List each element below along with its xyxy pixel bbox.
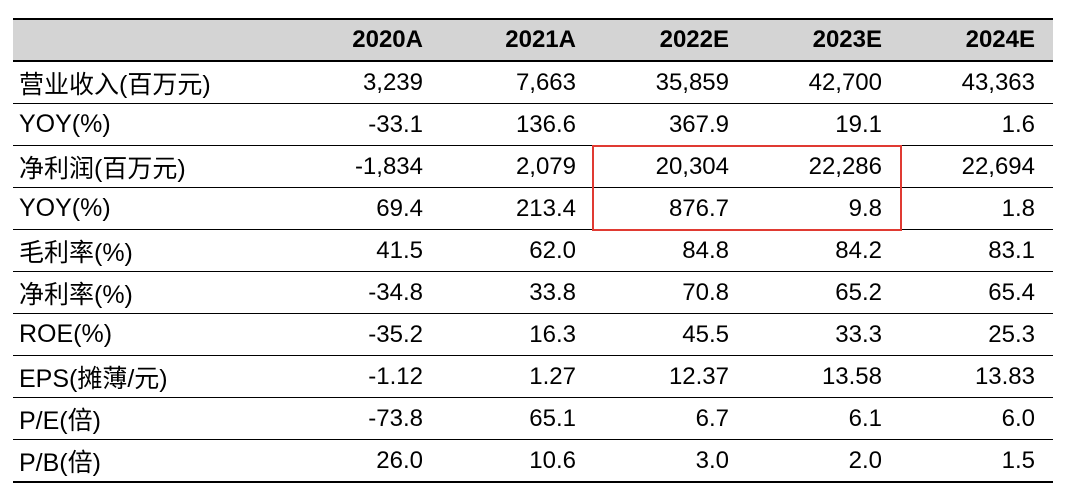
header-cell-2023e: 2023E <box>747 18 900 62</box>
table-cell: 1.27 <box>441 355 594 398</box>
table-cell: 1.6 <box>900 103 1053 146</box>
table-cell: 3.0 <box>594 439 747 483</box>
table-row: 净利润(百万元) -1,834 2,079 20,304 22,286 22,694 <box>13 145 1053 188</box>
table-cell: 876.7 <box>594 187 747 230</box>
row-label: ROE(%) <box>13 313 288 356</box>
table-cell: 26.0 <box>288 439 441 483</box>
row-label: EPS(摊薄/元) <box>13 355 288 398</box>
table-cell: 62.0 <box>441 229 594 272</box>
table-cell: 65.2 <box>747 271 900 314</box>
table-cell: 13.58 <box>747 355 900 398</box>
table-cell: 33.8 <box>441 271 594 314</box>
header-row: 2020A 2021A 2022E 2023E 2024E <box>13 18 1053 62</box>
table-cell: 43,363 <box>900 61 1053 104</box>
table-cell: 13.83 <box>900 355 1053 398</box>
table-cell: 213.4 <box>441 187 594 230</box>
row-label: 毛利率(%) <box>13 229 288 272</box>
row-label: 净利率(%) <box>13 271 288 314</box>
header-cell-2021a: 2021A <box>441 18 594 62</box>
header-cell-2020a: 2020A <box>288 18 441 62</box>
header-cell-2022e: 2022E <box>594 18 747 62</box>
table-cell: 22,286 <box>747 145 900 188</box>
table-cell: -34.8 <box>288 271 441 314</box>
table-cell: 1.5 <box>900 439 1053 483</box>
table-row: 营业收入(百万元) 3,239 7,663 35,859 42,700 43,363 <box>13 61 1053 104</box>
table-cell: 6.7 <box>594 397 747 440</box>
table-cell: 9.8 <box>747 187 900 230</box>
table-cell: 2,079 <box>441 145 594 188</box>
table-cell: -35.2 <box>288 313 441 356</box>
table-cell: 33.3 <box>747 313 900 356</box>
table-cell: 83.1 <box>900 229 1053 272</box>
table-cell: 12.37 <box>594 355 747 398</box>
table-cell: 10.6 <box>441 439 594 483</box>
table-row: P/B(倍) 26.0 10.6 3.0 2.0 1.5 <box>13 439 1053 483</box>
row-label: 营业收入(百万元) <box>13 61 288 104</box>
table-row: YOY(%) -33.1 136.6 367.9 19.1 1.6 <box>13 103 1053 146</box>
table-cell: 45.5 <box>594 313 747 356</box>
table-cell: 1.8 <box>900 187 1053 230</box>
table-cell: 84.2 <box>747 229 900 272</box>
table-row: 毛利率(%) 41.5 62.0 84.8 84.2 83.1 <box>13 229 1053 272</box>
row-label: 净利润(百万元) <box>13 145 288 188</box>
table-row: 净利率(%) -34.8 33.8 70.8 65.2 65.4 <box>13 271 1053 314</box>
table-cell: 7,663 <box>441 61 594 104</box>
header-cell-2024e: 2024E <box>900 18 1053 62</box>
table-cell: 16.3 <box>441 313 594 356</box>
table-row: EPS(摊薄/元) -1.12 1.27 12.37 13.58 13.83 <box>13 355 1053 398</box>
table-cell: 19.1 <box>747 103 900 146</box>
financial-forecast-table: 2020A 2021A 2022E 2023E 2024E 营业收入(百万元) 3… <box>13 18 1053 483</box>
table-cell: 3,239 <box>288 61 441 104</box>
table-cell: 6.1 <box>747 397 900 440</box>
table-row: P/E(倍) -73.8 65.1 6.7 6.1 6.0 <box>13 397 1053 440</box>
table-cell: 70.8 <box>594 271 747 314</box>
table-cell: 25.3 <box>900 313 1053 356</box>
table-cell: 22,694 <box>900 145 1053 188</box>
table-cell: 69.4 <box>288 187 441 230</box>
table-cell: 6.0 <box>900 397 1053 440</box>
table-row: ROE(%) -35.2 16.3 45.5 33.3 25.3 <box>13 313 1053 356</box>
table-cell: -73.8 <box>288 397 441 440</box>
row-label: YOY(%) <box>13 103 288 146</box>
table-cell: 65.4 <box>900 271 1053 314</box>
row-label: P/E(倍) <box>13 397 288 440</box>
table-cell: -1,834 <box>288 145 441 188</box>
header-cell-blank <box>13 18 288 62</box>
row-label: P/B(倍) <box>13 439 288 483</box>
table-cell: 20,304 <box>594 145 747 188</box>
table-row: YOY(%) 69.4 213.4 876.7 9.8 1.8 <box>13 187 1053 230</box>
table-cell: 136.6 <box>441 103 594 146</box>
table-cell: 84.8 <box>594 229 747 272</box>
table-cell: 41.5 <box>288 229 441 272</box>
table-cell: 65.1 <box>441 397 594 440</box>
table-cell: -1.12 <box>288 355 441 398</box>
table-cell: 2.0 <box>747 439 900 483</box>
row-label: YOY(%) <box>13 187 288 230</box>
table-cell: 367.9 <box>594 103 747 146</box>
table-cell: 42,700 <box>747 61 900 104</box>
table-cell: 35,859 <box>594 61 747 104</box>
table-cell: -33.1 <box>288 103 441 146</box>
